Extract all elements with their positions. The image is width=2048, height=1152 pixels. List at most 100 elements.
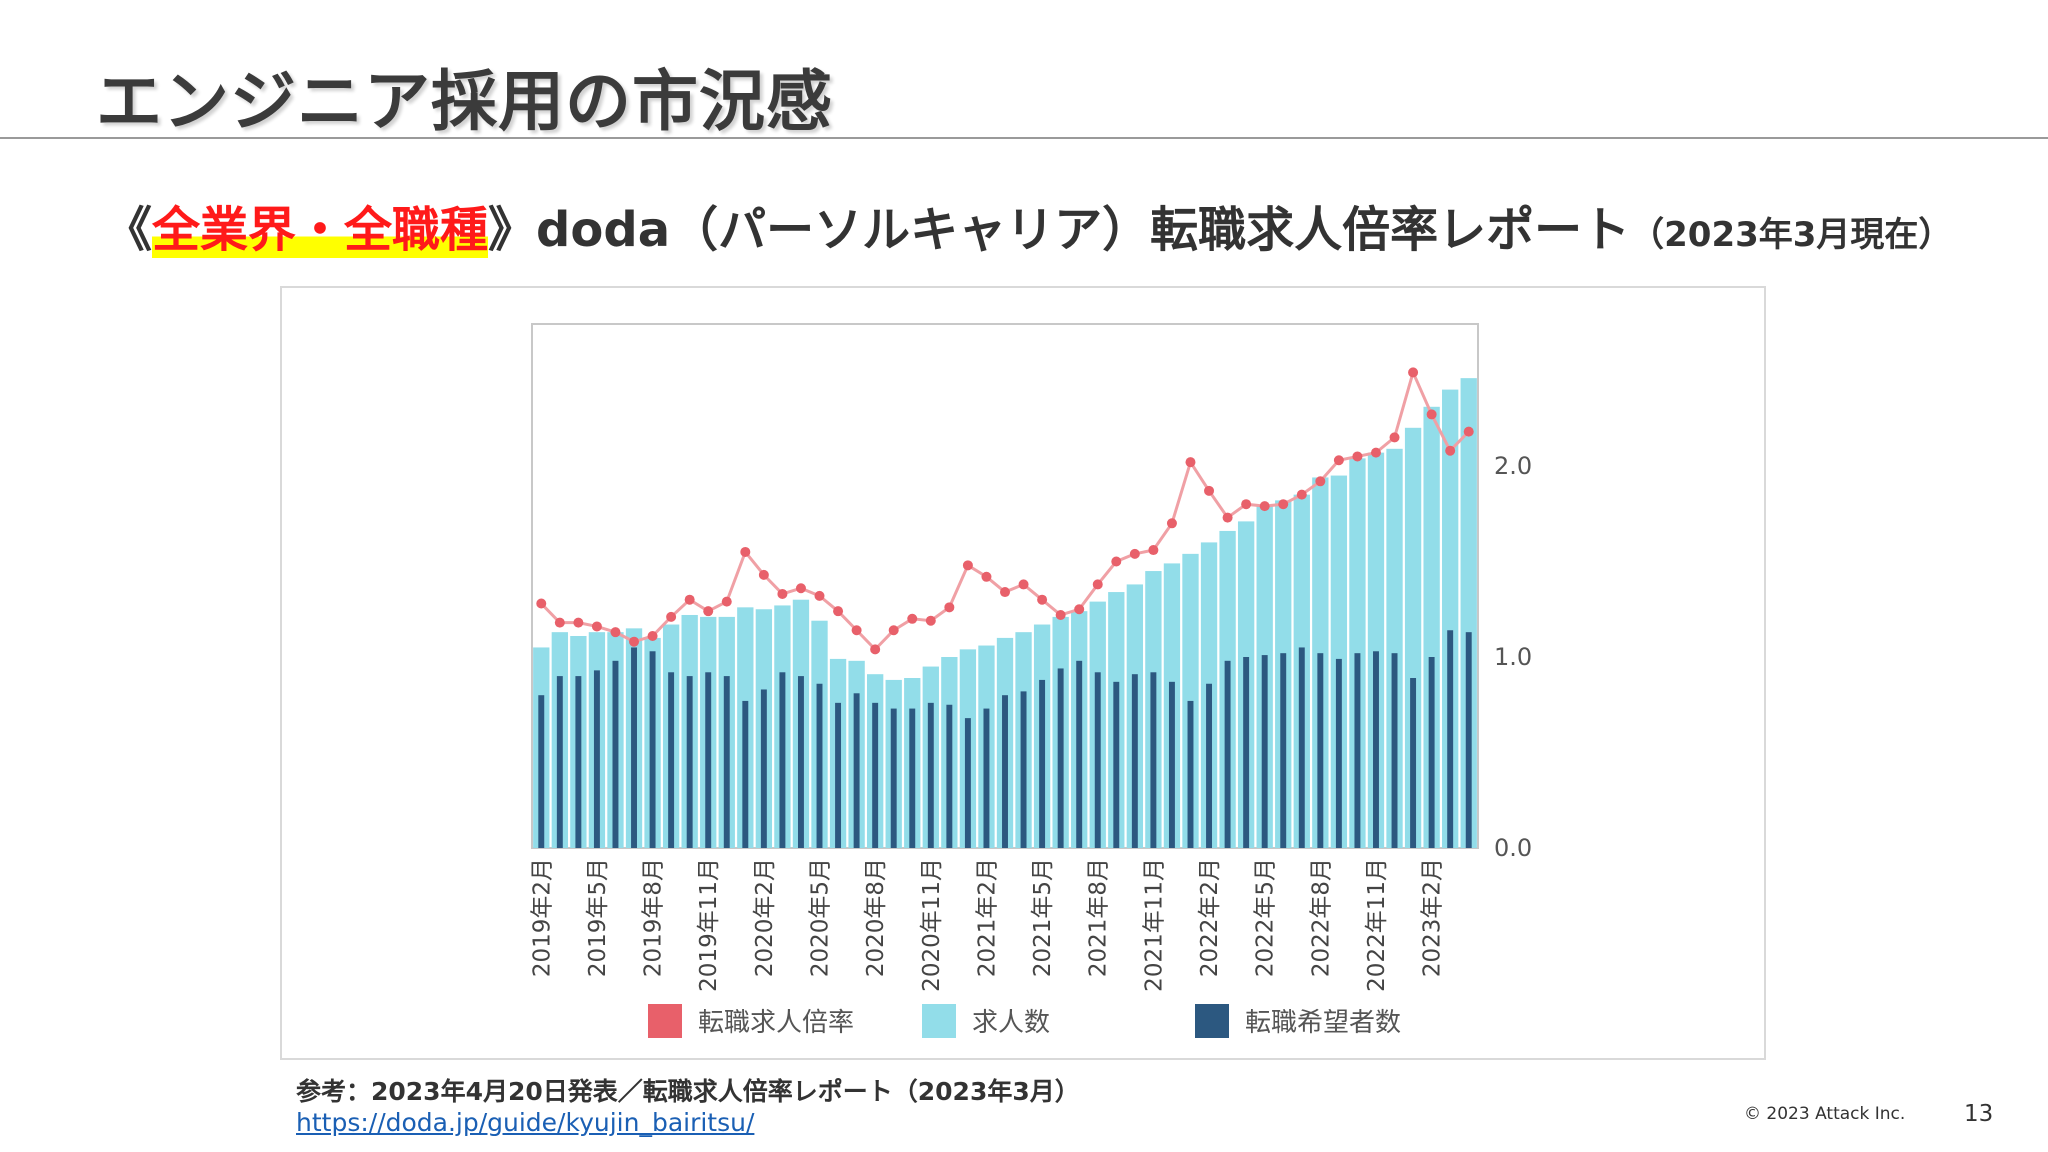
x-tick-label: 2021年8月: [1086, 858, 1112, 977]
ratio-point: [1463, 426, 1474, 437]
ratio-point: [1129, 548, 1140, 559]
applicants-bar: [612, 660, 619, 848]
applicants-bar: [1243, 657, 1250, 848]
applicants-bar: [1020, 691, 1027, 848]
applicants-bar: [1280, 653, 1287, 848]
subtitle-highlight: 全業界・全職種: [152, 202, 489, 258]
applicants-bar: [1131, 674, 1138, 848]
applicants-bar: [1391, 653, 1398, 848]
title-divider: [0, 137, 2048, 139]
x-tick-label: 2022年8月: [1308, 858, 1334, 977]
ratio-point: [851, 625, 862, 636]
applicants-bar: [1039, 679, 1046, 848]
chart-subtitle: 《全業界・全職種》doda（パーソルキャリア）転職求人倍率レポート（2023年3…: [104, 190, 1952, 260]
ratio-point: [1333, 455, 1344, 466]
applicants-bar: [853, 693, 860, 848]
applicants-bar: [631, 647, 637, 848]
applicants-bar: [797, 676, 804, 848]
x-tick-label: 2021年11月: [1141, 858, 1167, 992]
applicants-bar: [1373, 651, 1379, 848]
ratio-point: [1092, 579, 1103, 590]
applicants-bar: [575, 676, 582, 848]
reference-note: 参考：2023年4月20日発表／転職求人倍率レポート（2023年3月）: [296, 1077, 1080, 1106]
ratio-point: [944, 602, 955, 613]
applicants-bar: [964, 718, 971, 848]
ratio-point: [814, 590, 825, 601]
x-tick-label: 2021年5月: [1030, 858, 1056, 977]
x-tick-label: 2019年2月: [529, 858, 555, 977]
ratio-point: [573, 617, 584, 628]
ratio-point: [1000, 587, 1010, 598]
applicants-bar: [909, 708, 916, 848]
applicants-bar: [1076, 660, 1083, 848]
applicants-bar: [816, 683, 823, 848]
applicants-bar: [1354, 653, 1361, 848]
applicants-bar: [668, 672, 675, 848]
x-tick-label: 2019年5月: [585, 858, 611, 977]
applicants-bar: [1298, 647, 1305, 848]
ratio-point: [1296, 489, 1307, 500]
ratio-point: [888, 625, 899, 636]
y-tick-label: 1.0: [1494, 643, 1532, 671]
applicants-bar: [538, 695, 545, 848]
jobs-bar: [1386, 448, 1403, 848]
applicants-bar: [1447, 630, 1454, 848]
legend-swatch: [922, 1004, 956, 1038]
ratio-point: [1315, 476, 1326, 487]
ratio-point: [1074, 604, 1085, 615]
copyright: © 2023 Attack Inc.: [1744, 1104, 1906, 1124]
applicants-bar: [742, 700, 749, 848]
ratio-point: [1352, 451, 1363, 462]
applicants-bar: [1206, 683, 1213, 848]
ratio-point: [1166, 518, 1177, 529]
applicants-bar: [1465, 632, 1472, 848]
ratio-point: [962, 560, 973, 571]
ratio-point: [647, 630, 658, 641]
legend-swatch: [1195, 1004, 1229, 1038]
slide-title: エンジニア採用の市況感: [96, 63, 833, 140]
applicants-bar: [649, 651, 656, 848]
ratio-point: [758, 569, 769, 580]
ratio-point: [1222, 512, 1233, 523]
subtitle-prefix: 《: [104, 202, 153, 258]
jobs-bar: [1442, 389, 1459, 848]
chart-frame: 0.0 1.0 2.0 2019年2月 2019年5月 2019年8月 2019年11月 20…: [280, 286, 1766, 1060]
applicants-bar: [1428, 657, 1435, 848]
x-tick-label: 2020年11月: [919, 858, 945, 992]
applicants-bar: [835, 702, 842, 848]
x-tick-label: 2019年11月: [696, 858, 722, 992]
applicants-bar: [1317, 653, 1324, 848]
applicants-bar: [983, 708, 990, 848]
applicants-bar: [890, 708, 897, 848]
ratio-point: [833, 606, 844, 617]
applicants-bar: [1187, 700, 1194, 848]
jobs-bar: [1404, 427, 1422, 848]
subtitle-date: （2023年3月現在）: [1630, 215, 1953, 255]
ratio-point: [1241, 499, 1252, 510]
applicants-bar: [1168, 681, 1175, 848]
ratio-point: [1185, 457, 1196, 468]
reference-link[interactable]: https://doda.jp/guide/kyujin_bairitsu/: [296, 1108, 755, 1137]
ratio-point: [1408, 367, 1419, 378]
jobs-bar: [1367, 452, 1385, 848]
applicants-bar: [1002, 695, 1008, 848]
x-tick-label: 2023年2月: [1420, 858, 1446, 977]
y-tick-label: 2.0: [1494, 452, 1532, 480]
ratio-point: [795, 583, 806, 594]
applicants-bar: [1057, 668, 1064, 848]
jobs-bar: [1423, 406, 1440, 848]
ratio-point: [1204, 485, 1215, 496]
ratio-point: [740, 546, 751, 557]
applicants-bar: [872, 702, 879, 848]
applicants-bar: [1113, 681, 1120, 848]
ratio-point: [684, 594, 695, 605]
applicants-bar: [946, 704, 953, 848]
ratio-point: [981, 571, 992, 582]
x-tick-label: 2020年5月: [808, 858, 834, 977]
ratio-point: [591, 621, 602, 632]
legend-label: 転職求人倍率: [698, 1008, 854, 1038]
applicants-bar: [686, 676, 693, 848]
ratio-point: [1037, 594, 1048, 605]
applicants-bar: [1261, 655, 1268, 848]
applicants-bar: [1410, 678, 1417, 848]
